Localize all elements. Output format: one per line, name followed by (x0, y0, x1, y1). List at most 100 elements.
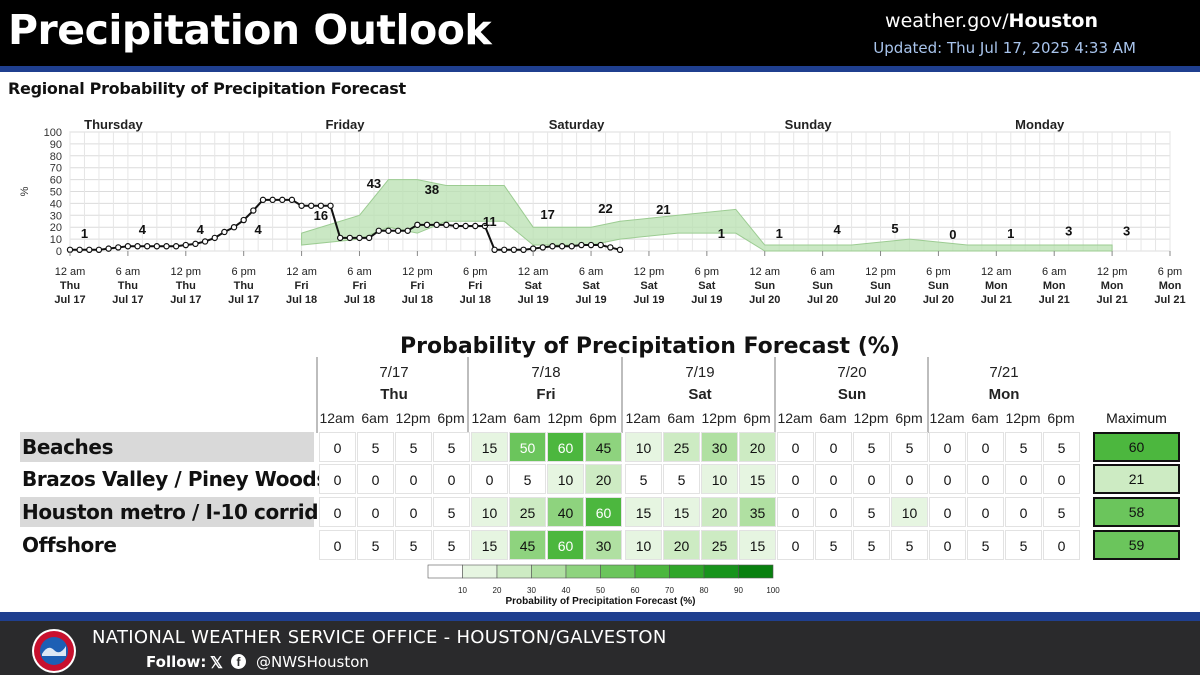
hour-label: 6am (971, 410, 999, 426)
data-label: 1 (718, 226, 725, 241)
pop-cell: 0 (777, 432, 814, 462)
region-label: Offshore (22, 533, 117, 557)
pop-cell: 50 (509, 432, 546, 462)
footer-bar (0, 621, 1200, 675)
pop-cell: 5 (853, 497, 890, 527)
colorbar-swatch (669, 564, 705, 579)
pop-cell: 5 (1043, 497, 1080, 527)
hour-label: 12pm (701, 410, 737, 426)
pop-point (298, 202, 305, 209)
pop-point (529, 245, 537, 252)
colorbar-tick: 90 (734, 586, 743, 595)
x-tick-label: Jul 20 (865, 294, 896, 306)
pop-cell: 45 (585, 432, 622, 462)
x-tick-label: Mon (1043, 280, 1066, 292)
pop-cell: 45 (509, 530, 546, 560)
x-tick-label: 12 am (981, 266, 1012, 278)
page-title: Precipitation Outlook (8, 6, 492, 54)
pop-cell: 0 (357, 497, 394, 527)
data-label: 4 (255, 222, 263, 237)
day-separator (774, 357, 776, 433)
pop-point (510, 246, 518, 254)
max-column-header: Maximum (1106, 410, 1167, 426)
x-tick-label: Mon (1159, 280, 1182, 292)
x-tick-label: Jul 17 (228, 294, 259, 306)
hour-label: 6am (819, 410, 847, 426)
pop-cell: 0 (853, 464, 890, 494)
data-label: 3 (1065, 223, 1072, 238)
day-separator (316, 357, 318, 433)
pop-cell: 25 (701, 530, 738, 560)
website-link[interactable]: weather.gov/Houston (885, 10, 1098, 32)
y-axis-label: % (19, 186, 31, 196)
pop-point (568, 243, 575, 250)
x-tick-label: Jul 20 (807, 294, 838, 306)
day-header: Thursday (84, 117, 143, 132)
pop-cell: 0 (319, 432, 356, 462)
pop-cell: 0 (967, 432, 1004, 462)
pop-cell: 15 (471, 432, 508, 462)
data-label: 4 (139, 222, 147, 237)
pop-point (172, 243, 180, 250)
x-tick-label: Jul 18 (402, 294, 433, 306)
x-tick-label: Sun (870, 280, 891, 292)
pop-point (443, 221, 450, 229)
x-tick-label: Fri (468, 280, 482, 292)
pop-cell: 5 (357, 432, 394, 462)
pop-point (211, 234, 218, 242)
pop-cell: 0 (929, 530, 966, 560)
pop-cell: 0 (1005, 464, 1042, 494)
x-tick-label: 6 am (810, 266, 834, 278)
pop-cell: 0 (319, 530, 356, 560)
x-tick-label: 6 pm (926, 266, 950, 278)
x-social-icon[interactable]: 𝕏 (210, 655, 223, 672)
region-label: Houston metro / I-10 corridor (20, 497, 341, 527)
day-date-label: 7/17 (379, 364, 409, 381)
x-tick-label: 12 pm (171, 266, 202, 278)
pop-point (192, 240, 199, 248)
data-label: 3 (1123, 223, 1130, 238)
pop-cell: 10 (471, 497, 508, 527)
pop-point (375, 227, 382, 234)
y-tick-label: 100 (44, 127, 62, 139)
pop-cell: 0 (471, 464, 508, 494)
pop-cell: 25 (509, 497, 546, 527)
pop-cell: 20 (663, 530, 700, 560)
table-title: Probability of Precipitation Forecast (%… (400, 334, 900, 359)
hour-label: 12am (319, 410, 355, 426)
pop-cell: 20 (739, 432, 776, 462)
x-tick-label: Mon (985, 280, 1008, 292)
pop-point (143, 243, 151, 250)
pop-cell: 15 (663, 497, 700, 527)
hour-label: 12am (777, 410, 813, 426)
social-handle[interactable]: @NWSHouston (256, 653, 369, 671)
pop-point (308, 202, 315, 209)
pop-point (539, 244, 547, 251)
pop-cell: 0 (891, 464, 928, 494)
pop-point (259, 196, 267, 204)
day-name-label: Mon (988, 386, 1020, 403)
hour-label: 6pm (437, 410, 465, 426)
day-date-label: 7/20 (837, 364, 867, 381)
pop-cell: 0 (777, 464, 814, 494)
hour-label: 12pm (547, 410, 583, 426)
region-label: Beaches (20, 432, 314, 462)
data-label: 5 (891, 221, 898, 236)
pop-point (385, 227, 392, 234)
pop-point (481, 222, 489, 230)
colorbar-tick: 30 (527, 586, 536, 595)
pop-cell: 20 (701, 497, 738, 527)
nws-logo-icon (32, 629, 76, 673)
x-tick-label: Jul 17 (54, 294, 85, 306)
day-header: Saturday (549, 117, 605, 132)
x-tick-label: 12 am (55, 266, 86, 278)
facebook-icon[interactable]: f (231, 654, 246, 669)
hour-label: 6am (513, 410, 541, 426)
pop-point (221, 228, 228, 236)
colorbar-swatch (427, 564, 463, 579)
pop-point (346, 234, 354, 242)
day-date-label: 7/21 (989, 364, 1019, 381)
pop-cell: 0 (929, 497, 966, 527)
x-tick-label: Sat (582, 280, 599, 292)
pop-cell: 30 (585, 530, 622, 560)
